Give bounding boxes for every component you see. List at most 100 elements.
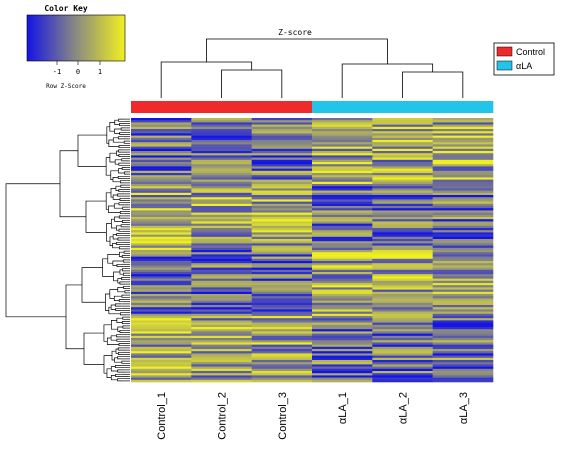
legend-swatch xyxy=(496,46,513,57)
heatmap-cell xyxy=(432,153,494,156)
heatmap-cell xyxy=(191,223,252,227)
heatmap-cell xyxy=(312,243,373,246)
heatmap-cell xyxy=(191,245,252,249)
heatmap-cell xyxy=(131,144,192,147)
heatmap-cell xyxy=(131,313,192,317)
heatmap-cell xyxy=(251,373,313,376)
heatmap-cell xyxy=(372,164,433,167)
heatmap-cell xyxy=(131,335,192,339)
heatmap-cell xyxy=(312,203,373,207)
heatmap-cell xyxy=(312,280,373,284)
heatmap-cell xyxy=(191,313,252,317)
dendrogram-branch xyxy=(118,168,125,174)
heatmap-cell xyxy=(131,329,192,332)
heatmap-cell xyxy=(251,173,313,176)
heatmap-cell xyxy=(191,157,252,161)
heatmap-cell xyxy=(372,162,433,165)
heatmap-cell xyxy=(372,289,433,293)
heatmap-cell xyxy=(251,283,313,286)
dendrogram-branch xyxy=(112,137,125,143)
heatmap-cell xyxy=(251,254,313,257)
heatmap-cell xyxy=(131,311,192,315)
heatmap-cell xyxy=(432,157,494,161)
heatmap-cell xyxy=(312,217,373,220)
heatmap-cell xyxy=(251,122,313,125)
heatmap-cell xyxy=(191,153,252,156)
column-labels: Control_1 Control_2 Control_3 αLA_1 αLA_2 αLA… xyxy=(156,392,470,440)
heatmap-cell xyxy=(432,357,494,361)
heatmap-cell xyxy=(372,272,433,275)
dendrogram-branch xyxy=(83,332,104,365)
heatmap-cell xyxy=(372,142,433,145)
heatmap-cell xyxy=(131,349,192,352)
heatmap-cell xyxy=(251,377,313,381)
heatmap-cell xyxy=(251,346,313,350)
heatmap-cell xyxy=(191,188,252,191)
heatmap-cell xyxy=(372,335,433,339)
heatmap-cell xyxy=(312,245,373,249)
heatmap-cell xyxy=(372,199,433,202)
heatmap-cell xyxy=(251,289,313,293)
heatmap-cell xyxy=(131,357,192,361)
dendrogram-branch xyxy=(110,304,116,310)
heatmap-cell xyxy=(131,195,192,198)
heatmap-cell xyxy=(432,261,494,264)
heatmap-cell xyxy=(251,247,313,251)
heatmap-cell xyxy=(432,366,494,370)
heatmap-cell xyxy=(251,296,313,299)
dendrogram-branch xyxy=(114,357,122,363)
heatmap-cell xyxy=(131,151,192,154)
heatmap-cell xyxy=(432,256,494,260)
heatmap-cell xyxy=(191,159,252,163)
heatmap-cell xyxy=(432,307,494,310)
heatmap-cell xyxy=(251,245,313,249)
heatmap-cell xyxy=(432,269,494,273)
heatmap-cell xyxy=(372,340,433,343)
heatmap-cell xyxy=(312,298,373,301)
heatmap-cell xyxy=(432,181,494,185)
heatmap-cell xyxy=(312,159,373,163)
heatmap-cell xyxy=(191,377,252,381)
dendrogram-branch xyxy=(119,251,125,257)
heatmap-cell xyxy=(312,285,373,288)
heatmap-cell xyxy=(372,219,433,222)
heatmap-cell xyxy=(251,206,313,209)
heatmap-cell xyxy=(251,305,313,308)
heatmap-cell xyxy=(432,239,494,242)
heatmap-cell xyxy=(131,302,192,306)
heatmap-cell xyxy=(191,344,252,348)
heatmap-cell xyxy=(372,166,433,169)
heatmap-cell xyxy=(312,338,373,341)
heatmap-cell xyxy=(312,241,373,244)
heatmap-cell xyxy=(191,206,252,209)
heatmap-cell xyxy=(191,179,252,183)
heatmap-cell xyxy=(432,379,494,383)
heatmap-cell xyxy=(432,371,494,374)
heatmap-cell xyxy=(251,126,313,130)
heatmap-cell xyxy=(191,338,252,341)
dendrogram-branch xyxy=(112,234,118,240)
group-color-bar xyxy=(131,101,494,113)
heatmap-cell xyxy=(312,126,373,130)
color-key-gradient xyxy=(26,14,126,62)
heatmap-cell xyxy=(432,316,494,319)
heatmap-cell xyxy=(372,324,433,328)
heatmap-cell xyxy=(312,184,373,187)
heatmap-cell xyxy=(131,333,192,337)
heatmap-cell xyxy=(191,124,252,128)
heatmap-cell xyxy=(191,155,252,158)
heatmap-cell xyxy=(191,261,252,264)
heatmap-cell xyxy=(131,307,192,310)
heatmap-cell xyxy=(131,243,192,246)
heatmap-cell xyxy=(131,225,192,229)
heatmap-cell xyxy=(191,287,252,290)
column-label: αLA_3 xyxy=(458,392,470,424)
heatmap-cell xyxy=(312,355,373,359)
heatmap-cell xyxy=(312,379,373,383)
heatmap-cell xyxy=(432,305,494,308)
heatmap-cell xyxy=(312,263,373,266)
heatmap-cell xyxy=(251,140,313,143)
heatmap-cell xyxy=(131,375,192,378)
heatmap-cell xyxy=(312,137,373,141)
heatmap-cell xyxy=(432,375,494,378)
